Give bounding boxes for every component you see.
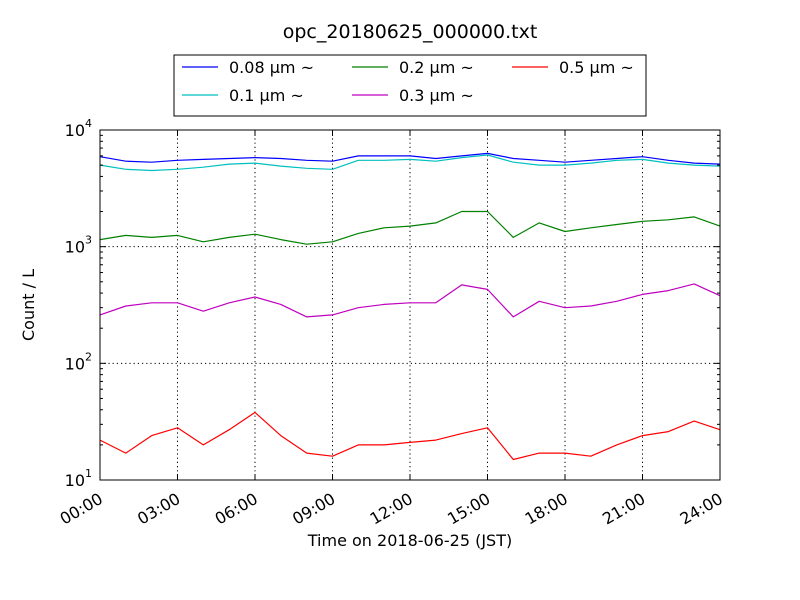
x-axis-title: Time on 2018-06-25 (JST) [307,531,512,550]
y-tick-label: 101 [65,467,92,490]
legend: 0.08 μm ~ 0.1 μm ~ 0.2 μm ~ 0.3 μm ~ 0.5 μm … [173,54,647,117]
x-tick-label: 21:00 [599,489,648,529]
legend-box [173,54,647,117]
x-tick-label: 12:00 [367,489,416,529]
y-tick-label: 103 [65,234,92,257]
series-line-3 [99,283,721,318]
legend-label: 0.5 μm ~ [559,58,634,77]
legend-label: 0.1 μm ~ [229,86,304,105]
y-tick-label: 104 [65,117,92,140]
series-line-4 [99,411,721,461]
legend-label: 0.2 μm ~ [399,58,474,77]
legend-label: 0.08 μm ~ [229,58,314,77]
x-tick-label: 00:00 [57,489,106,529]
axes-frame [99,129,721,481]
x-tick-label: 24:00 [677,489,726,529]
grid-lines [100,130,720,480]
y-tick-label: 102 [65,350,92,373]
series-line-1 [99,154,721,172]
x-tick-label: 06:00 [212,489,261,529]
series-line-2 [99,210,721,245]
x-tick-label: 15:00 [444,489,493,529]
y-axis-title: Count / L [19,269,38,341]
x-tick-label: 09:00 [289,489,338,529]
legend-item: 0.3 μm ~ [352,86,474,105]
tick-marks [99,129,721,481]
legend-label: 0.3 μm ~ [399,86,474,105]
series-line-0 [99,152,721,165]
legend-item: 0.1 μm ~ [182,86,304,105]
y-tick-labels: 101 102 103 104 [65,117,92,490]
x-tick-labels: 00:00 03:00 06:00 09:00 12:00 15:00 18:00 21:00… [57,489,726,529]
x-tick-label: 18:00 [522,489,571,529]
legend-item: 0.2 μm ~ [352,58,474,77]
legend-item: 0.08 μm ~ [182,58,314,77]
legend-item: 0.5 μm ~ [512,58,634,77]
x-tick-label: 03:00 [134,489,183,529]
chart-title: opc_20180625_000000.txt [283,21,538,43]
plot-area [99,152,721,461]
